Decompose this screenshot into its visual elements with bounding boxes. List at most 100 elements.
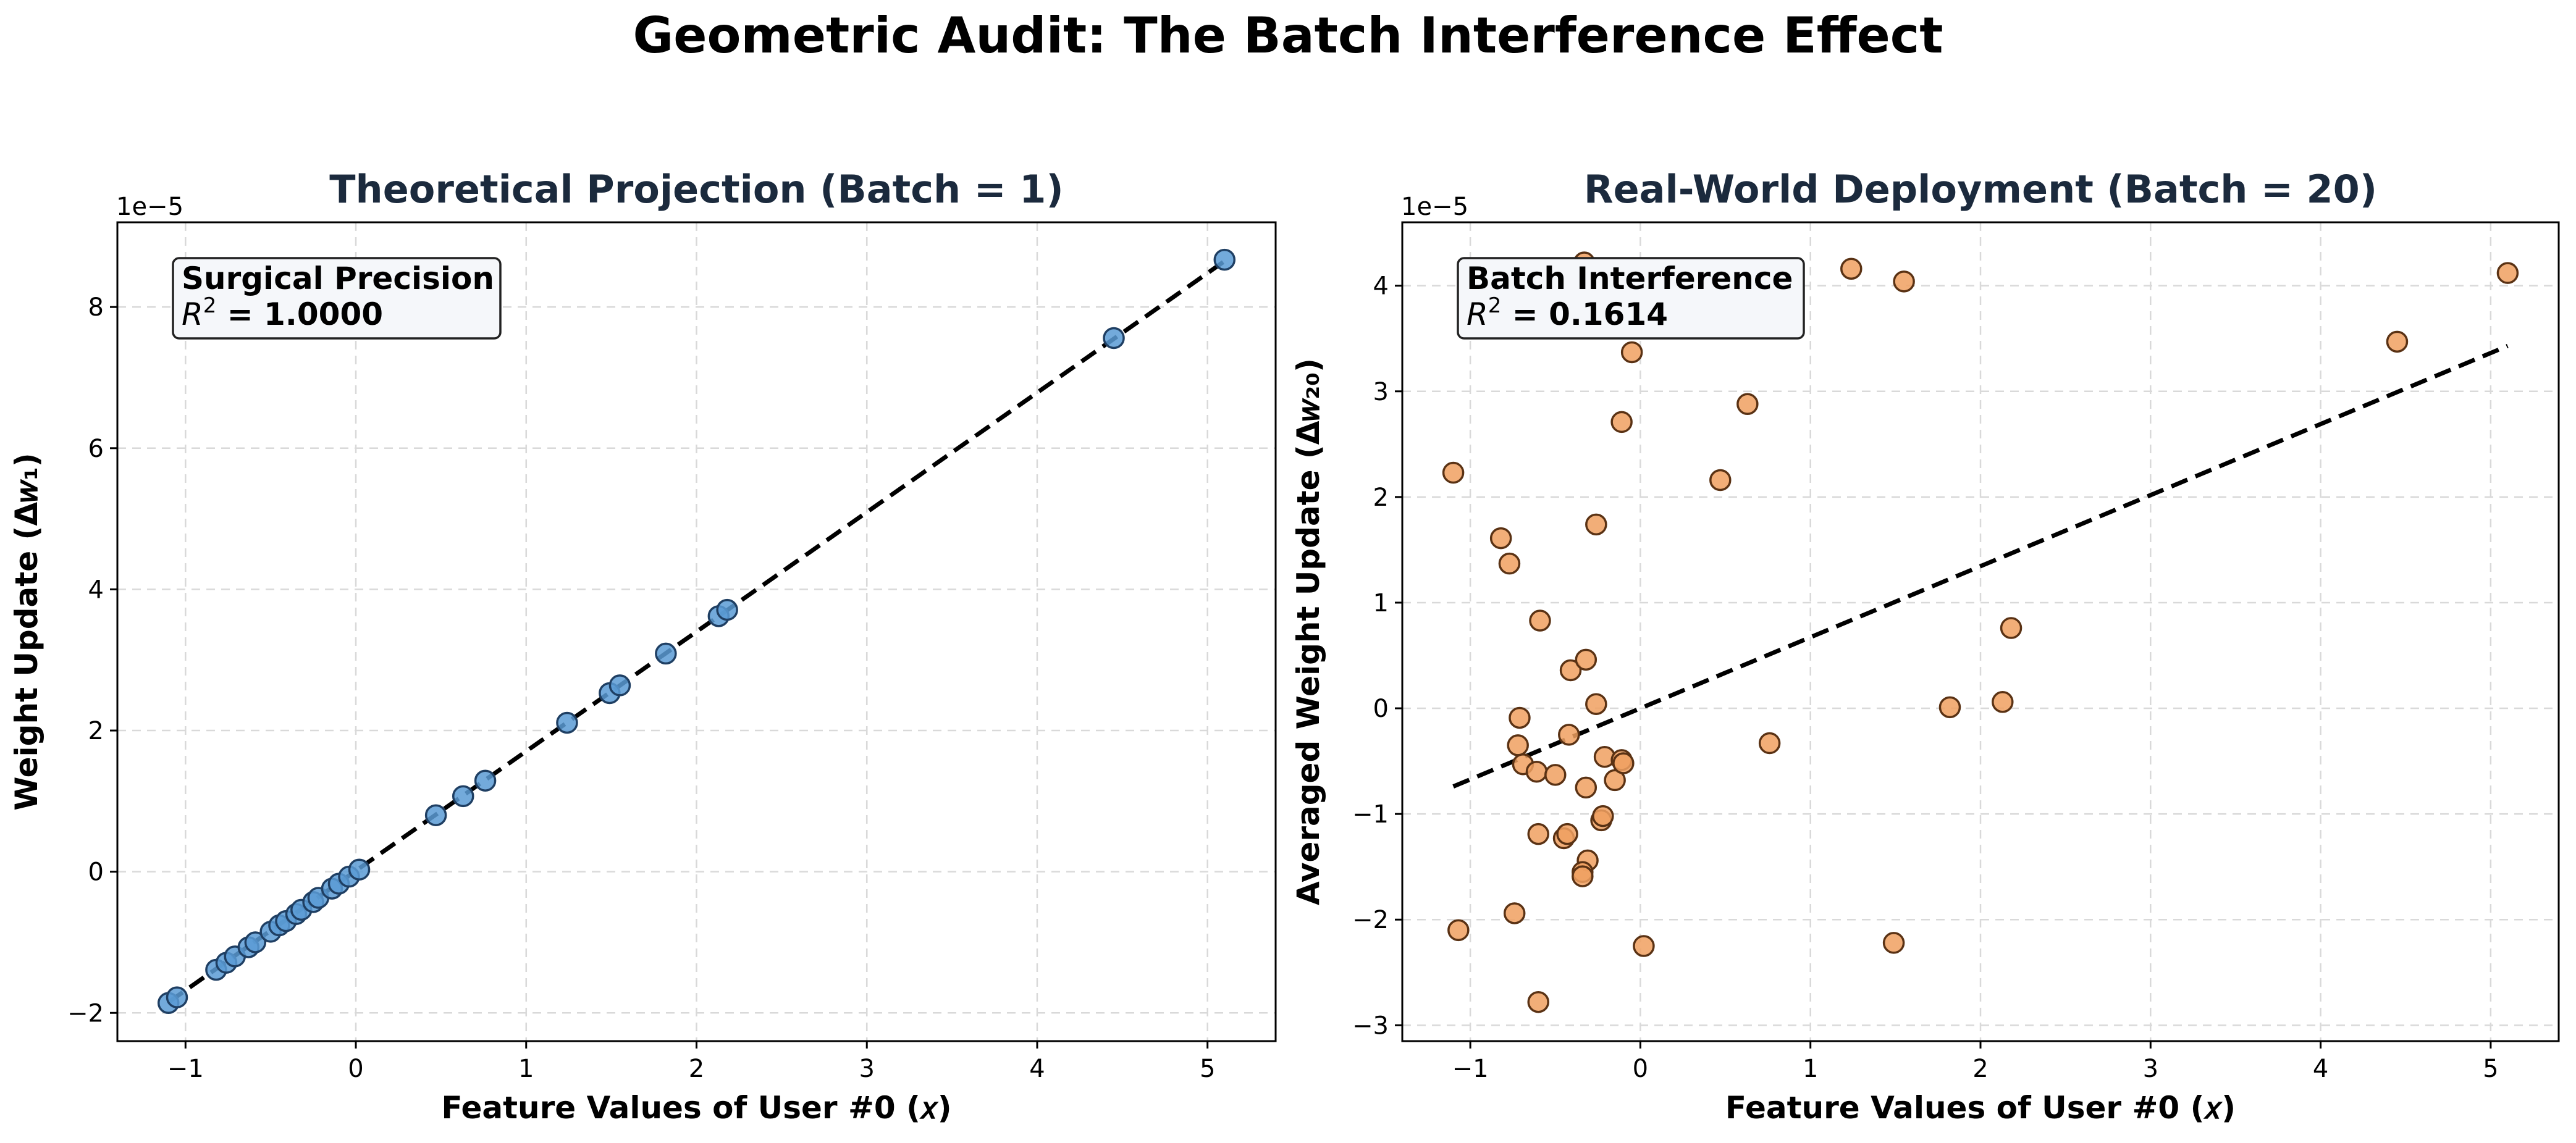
y-tick-label: 3: [1373, 378, 1389, 406]
y-tick-label: 0: [1373, 695, 1389, 723]
data-point: [1575, 648, 1597, 671]
data-point: [1592, 805, 1614, 827]
data-point: [166, 986, 188, 1008]
data-point: [1612, 752, 1635, 774]
chart-title: Real-World Deployment (Batch = 20): [1584, 167, 2377, 212]
x-tick-label: 5: [2483, 1055, 2498, 1083]
chart-title: Theoretical Projection (Batch = 1): [329, 167, 1063, 212]
data-point: [1992, 691, 2014, 713]
data-point: [1489, 527, 1512, 550]
annotation-title: Surgical Precision: [182, 261, 494, 296]
data-point: [1503, 902, 1526, 924]
x-tick-label: 1: [1803, 1055, 1818, 1083]
data-point: [424, 804, 447, 826]
fit-line: [1452, 343, 2509, 789]
data-point: [1610, 411, 1633, 433]
r2-superscript: 2: [1488, 293, 1502, 318]
data-point: [1509, 706, 1531, 729]
data-point: [1556, 823, 1578, 845]
x-tick-label: −1: [1452, 1055, 1489, 1083]
data-point: [716, 598, 738, 621]
data-point: [1620, 341, 1643, 364]
data-point: [1527, 823, 1549, 845]
y-tick-label: 0: [88, 858, 104, 887]
y-tick-label: 4: [88, 576, 104, 604]
annotation-box: [172, 257, 502, 340]
y-offset-label: 1e−5: [1401, 193, 1468, 221]
data-point: [1529, 609, 1551, 632]
y-tick-label: 2: [88, 717, 104, 745]
x-tick-label: 4: [2313, 1055, 2328, 1083]
data-point: [1558, 724, 1580, 746]
y-tick-label: 1: [1373, 589, 1389, 618]
y-tick-label: −3: [1352, 1011, 1389, 1040]
data-point: [2496, 262, 2519, 284]
right-chart-panel: −1 0 1 2 3 4 5 −3 −2 −1 0 1 2 3 4 Batch InterferenceR2 …: [1290, 167, 2560, 1126]
data-point: [1585, 693, 1607, 715]
data-point: [1633, 935, 1655, 957]
r2-value: = 0.1614: [1501, 296, 1668, 332]
data-point: [1213, 248, 1236, 271]
data-point: [1103, 327, 1125, 350]
data-point: [348, 858, 371, 881]
annotation-r2: R2 = 1.0000: [182, 293, 383, 332]
data-point: [1758, 732, 1781, 755]
x-tick-label: 4: [1029, 1055, 1045, 1083]
x-axis-label: Feature Values of User #0 (𝑥): [1725, 1090, 2236, 1126]
y-axis-label: Averaged Weight Update (Δ𝑤₂₀): [1290, 358, 1326, 905]
y-tick-label: −2: [1352, 906, 1389, 934]
y-tick-label: 2: [1373, 484, 1389, 512]
x-tick-label: 3: [2143, 1055, 2158, 1083]
x-tick-label: 1: [518, 1055, 534, 1083]
data-point: [1840, 257, 1863, 280]
data-point: [1736, 393, 1759, 416]
data-point: [1893, 270, 1915, 293]
data-point: [2000, 617, 2022, 639]
r2-symbol: R: [182, 296, 203, 332]
x-tick-label: 0: [348, 1055, 363, 1083]
x-tick-label: 2: [689, 1055, 704, 1083]
data-point: [608, 674, 631, 697]
r2-symbol: R: [1467, 296, 1488, 332]
data-point: [556, 711, 578, 734]
data-point: [1507, 734, 1529, 756]
x-tick-label: 5: [1200, 1055, 1215, 1083]
data-point: [1572, 865, 1594, 887]
data-point: [1498, 552, 1521, 575]
data-point: [1544, 764, 1567, 786]
annotation-r2: R2 = 0.1614: [1467, 293, 1668, 332]
y-axis-label: Weight Update (Δ𝑤₁): [9, 453, 44, 810]
data-point: [474, 769, 497, 792]
data-point: [1585, 513, 1607, 536]
data-point: [1527, 990, 1549, 1013]
x-tick-label: −1: [167, 1055, 204, 1083]
data-point: [1525, 760, 1548, 783]
data-point: [655, 642, 677, 665]
data-point: [1559, 659, 1582, 682]
y-offset-label: 1e−5: [116, 193, 183, 221]
y-tick-label: 8: [88, 293, 104, 322]
x-tick-label: 2: [1972, 1055, 1988, 1083]
y-tick-label: 6: [88, 435, 104, 463]
data-point: [1442, 461, 1465, 484]
annotation-box: [1457, 257, 1805, 340]
data-point: [1604, 769, 1626, 792]
r2-value: = 1.0000: [216, 296, 383, 332]
data-point: [2386, 330, 2409, 353]
x-tick-label: 0: [1633, 1055, 1648, 1083]
data-point: [1882, 932, 1905, 954]
r2-superscript: 2: [203, 293, 217, 318]
plot-frame: [116, 221, 1277, 1042]
data-point: [1575, 776, 1597, 799]
figure-title: Geometric Audit: The Batch Interference …: [633, 7, 1943, 64]
data-point: [1938, 696, 1961, 719]
data-point: [1709, 469, 1732, 492]
data-point: [452, 785, 474, 808]
x-tick-label: 3: [859, 1055, 875, 1083]
data-point: [244, 931, 267, 953]
y-tick-label: −1: [1352, 800, 1389, 829]
plot-frame: [1401, 221, 2560, 1042]
y-tick-label: 4: [1373, 272, 1389, 301]
